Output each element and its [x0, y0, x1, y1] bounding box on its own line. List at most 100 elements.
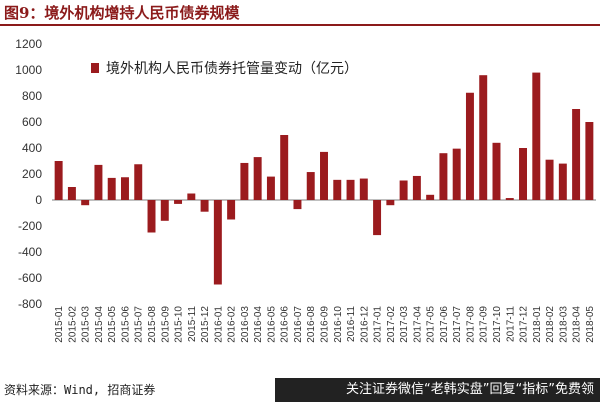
- x-tick-label: 2015-10: [174, 306, 185, 343]
- bar-2016-12: [359, 178, 368, 200]
- x-tick-label: 2016-02: [227, 306, 238, 343]
- x-tick-label: 2017-11: [505, 306, 516, 342]
- x-tick-label: 2016-04: [253, 306, 264, 343]
- x-tick-label: 2018-02: [545, 306, 556, 343]
- x-tick-label: 2015-01: [54, 306, 65, 343]
- bar-2017-05: [426, 194, 435, 200]
- y-tick-label: 1000: [15, 63, 42, 77]
- x-tick-label: 2018-05: [585, 306, 596, 343]
- x-axis: 2015-01 2015-02 2015-03 2015-04 2015-05 2015-…: [54, 306, 596, 343]
- x-tick-label: 2017-12: [519, 306, 530, 343]
- x-tick-label: 2017-05: [426, 306, 437, 343]
- x-tick-label: 2017-04: [412, 306, 423, 343]
- x-tick-label: 2016-05: [266, 306, 277, 343]
- bar-2016-09: [320, 151, 328, 200]
- x-tick-label: 2015-06: [120, 306, 131, 343]
- x-tick-label: 2017-10: [492, 306, 503, 343]
- x-tick-label: 2018-03: [558, 306, 569, 343]
- y-tick-label: 400: [22, 141, 42, 155]
- bar-2015-04: [94, 164, 103, 200]
- y-tick-label: -600: [18, 271, 42, 285]
- x-tick-label: 2016-01: [213, 306, 224, 343]
- bar-2015-05: [107, 177, 116, 200]
- figure-title: 图9：境外机构增持人民币债券规模: [4, 4, 240, 22]
- x-tick-label: 2015-09: [160, 306, 171, 343]
- x-tick-label: 2016-10: [333, 306, 344, 343]
- bar-2018-03: [558, 163, 567, 200]
- bar-2017-04: [412, 175, 421, 200]
- bar-2015-10: [174, 200, 183, 204]
- bar-2017-11: [505, 198, 514, 200]
- title-rule: [0, 24, 600, 26]
- x-tick-label: 2016-08: [306, 306, 317, 343]
- bar-2017-08: [465, 92, 474, 200]
- bar-2016-03: [240, 162, 249, 200]
- y-tick-label: -400: [18, 245, 42, 259]
- x-tick-label: 2016-11: [346, 306, 357, 342]
- bar-2018-02: [545, 159, 554, 200]
- legend-swatch: [91, 63, 99, 73]
- x-tick-label: 2015-05: [107, 306, 118, 343]
- x-tick-label: 2015-12: [200, 306, 211, 343]
- x-tick-label: 2016-09: [320, 306, 331, 343]
- y-tick-label: 1200: [15, 37, 42, 51]
- bar-2017-03: [399, 180, 408, 200]
- bar-2016-02: [227, 200, 236, 220]
- bar-2016-04: [253, 157, 262, 200]
- bar-2016-11: [346, 179, 355, 200]
- y-tick-label: -800: [18, 297, 42, 311]
- bar-2017-09: [479, 75, 488, 200]
- x-tick-label: 2015-04: [94, 306, 105, 343]
- bar-series: [54, 72, 594, 285]
- bar-2015-11: [187, 193, 196, 200]
- legend-label: 境外机构人民币债券托管量变动（亿元）: [106, 61, 358, 77]
- x-tick-label: 2015-08: [147, 306, 158, 343]
- bar-2017-10: [492, 142, 501, 200]
- watermark-banner: 关注证券微信“老韩实盘”回复“指标”免费领: [275, 378, 600, 402]
- bar-2015-01: [54, 161, 63, 200]
- y-tick-label: 800: [22, 89, 42, 103]
- x-tick-label: 2015-02: [67, 306, 78, 343]
- source-note: 资料来源：Wind, 招商证券: [4, 383, 156, 397]
- bar-2015-02: [67, 187, 76, 200]
- x-tick-label: 2016-07: [293, 306, 304, 343]
- y-tick-label: 0: [35, 193, 42, 207]
- bar-2018-05: [585, 122, 594, 200]
- x-tick-label: 2017-01: [373, 306, 384, 343]
- x-tick-label: 2018-01: [532, 306, 543, 343]
- bar-2017-06: [439, 153, 448, 200]
- bar-chart: -800 -600 -400 -200 0 200 400 600 800 1000 1200 20…: [15, 37, 596, 343]
- x-tick-label: 2016-12: [359, 306, 370, 343]
- bar-2017-02: [386, 200, 395, 206]
- bar-2017-12: [519, 148, 528, 200]
- bar-2016-05: [266, 176, 275, 200]
- bar-2016-10: [333, 179, 342, 200]
- bar-2017-01: [373, 200, 382, 236]
- x-tick-label: 2017-03: [399, 306, 410, 343]
- bar-2016-07: [293, 200, 302, 210]
- bar-2015-09: [160, 200, 169, 221]
- x-tick-label: 2018-04: [572, 306, 583, 343]
- y-tick-label: 600: [22, 115, 42, 129]
- x-tick-label: 2017-07: [452, 306, 463, 343]
- x-tick-label: 2017-02: [386, 306, 397, 343]
- x-tick-label: 2015-03: [81, 306, 92, 343]
- bar-2017-07: [452, 148, 461, 200]
- x-tick-label: 2017-08: [465, 306, 476, 343]
- x-tick-label: 2016-06: [280, 306, 291, 343]
- y-tick-label: 200: [22, 167, 42, 181]
- y-axis: -800 -600 -400 -200 0 200 400 600 800 1000 1200: [15, 37, 42, 311]
- x-tick-label: 2016-03: [240, 306, 251, 343]
- bar-2015-03: [81, 200, 90, 206]
- y-tick-label: -200: [18, 219, 42, 233]
- x-tick-label: 2017-06: [439, 306, 450, 343]
- bar-2018-01: [532, 72, 541, 200]
- legend: 境外机构人民币债券托管量变动（亿元）: [91, 61, 358, 77]
- x-tick-label: 2017-09: [479, 306, 490, 343]
- bar-2016-06: [280, 135, 289, 200]
- bar-2016-08: [306, 172, 315, 200]
- bar-2018-04: [572, 109, 581, 200]
- bar-2015-12: [200, 200, 209, 212]
- bar-2015-06: [120, 177, 129, 200]
- bar-2015-07: [134, 164, 143, 200]
